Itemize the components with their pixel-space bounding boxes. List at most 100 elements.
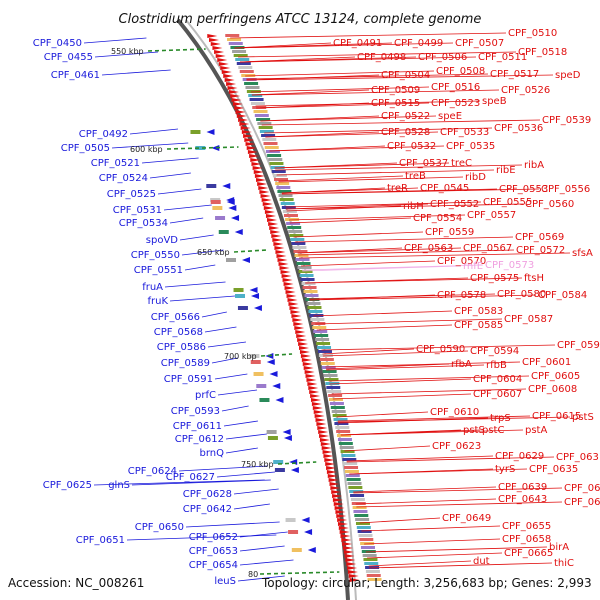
right-gene-label: CPF_0533 [440, 127, 489, 138]
left-label-line [83, 37, 147, 44]
feature-bar [291, 242, 306, 245]
cds-arrow [214, 50, 225, 54]
feature-bar [267, 154, 282, 157]
right-gene-label: ribD [465, 172, 486, 183]
right-label-line [353, 487, 563, 494]
map-title: Clostridium perfringens ATCC 13124, comp… [119, 12, 482, 27]
right-gene-label: treR [387, 183, 408, 194]
right-gene-label: CPF_0498 [357, 52, 406, 63]
cds-arrow [264, 210, 275, 214]
left-label-line [185, 521, 280, 528]
right-label-line [297, 247, 462, 254]
left-label-line [179, 234, 214, 241]
feature-bar [343, 462, 358, 465]
right-gene-label: CPF_0515 [371, 98, 420, 109]
feature-bar [264, 146, 279, 149]
cds-arrow [231, 98, 242, 102]
cds-arrow [289, 306, 300, 310]
cds-arrow [244, 138, 255, 142]
right-label-line [332, 393, 472, 400]
cds-arrow [349, 578, 360, 582]
cds-arrow [326, 466, 337, 470]
cds-arrow-reverse [269, 371, 278, 377]
left-gene-label: CPF_0531 [113, 205, 162, 216]
feature-bar [307, 306, 322, 309]
feature-bar [258, 126, 273, 129]
right-gene-label: ribE [496, 165, 516, 176]
right-label-line [355, 498, 497, 505]
feature-bar [237, 306, 248, 310]
cds-arrow [334, 506, 345, 510]
feature-bar [262, 138, 277, 141]
left-gene-label: CPF_0461 [51, 70, 100, 81]
label-lines [83, 32, 571, 582]
cds-arrow [251, 162, 262, 166]
cds-arrow [280, 270, 291, 274]
right-gene-label: CPF_0536 [494, 123, 543, 134]
left-label-line [217, 389, 258, 396]
cds-arrow [346, 562, 357, 566]
right-gene-label: CPF_0506 [418, 52, 467, 63]
cds-arrow [301, 358, 312, 362]
feature-bar [365, 566, 380, 569]
cds-arrow [336, 514, 347, 518]
cds-arrow [235, 110, 246, 114]
feature-bar [350, 494, 365, 497]
cds-arrow [247, 150, 258, 154]
feature-bar [285, 518, 296, 522]
feature-bar [235, 58, 250, 61]
feature-bar [331, 410, 346, 413]
feature-bar [326, 386, 341, 389]
right-gene-label: CPF_0545 [420, 183, 469, 194]
left-gene-label: CPF_0525 [107, 189, 156, 200]
feature-bar [233, 54, 248, 57]
feature-bar [324, 378, 339, 381]
cds-arrow [260, 194, 271, 198]
cds-arrow-reverse [211, 145, 220, 151]
feature-bar [314, 334, 329, 337]
right-gene-label: CPF_0658 [502, 534, 551, 545]
right-gene-label: CPF_0623 [432, 441, 481, 452]
feature-bar [225, 34, 240, 37]
right-label-line [367, 552, 503, 559]
right-gene-label: speB [482, 96, 507, 107]
right-gene-label: CPF_0560 [525, 199, 574, 210]
feature-bar [275, 182, 290, 185]
left-gene-label: CPF_0521 [91, 158, 140, 169]
left-gene-label: spoVD [146, 235, 179, 246]
cds-arrow-reverse [253, 305, 262, 311]
cds-arrow [226, 82, 237, 86]
feature-bar [266, 430, 277, 434]
left-label-line [164, 281, 226, 288]
right-label-line [281, 188, 540, 195]
cds-arrow [263, 206, 274, 210]
right-gene-label: CPF_0552 [430, 199, 479, 210]
cds-arrow [323, 454, 334, 458]
cds-arrow [294, 326, 305, 330]
right-label-line [368, 560, 472, 567]
left-label-line [216, 471, 276, 478]
cds-arrow [332, 498, 343, 502]
scale-tick [166, 146, 239, 150]
cds-arrow [212, 46, 223, 50]
feature-bar [339, 446, 354, 449]
left-gene-label: CPF_0653 [189, 546, 238, 557]
left-gene-label: CPF_0589 [161, 358, 210, 369]
right-label-line [305, 277, 523, 284]
cds-arrow [284, 286, 295, 290]
cds-arrow-reverse [231, 215, 240, 221]
right-gene-label: CPF_0580 [497, 289, 546, 300]
right-gene-label: CPF_0587 [504, 314, 553, 325]
right-gene-label: CPF_0516 [431, 82, 480, 93]
feature-bar [276, 186, 291, 189]
cds-arrow [259, 190, 270, 194]
feature-bar [335, 426, 350, 429]
scale-tick-label: 650 kbp [197, 248, 230, 257]
right-gene-label: CPF_0601 [522, 357, 571, 368]
cds-arrow [305, 374, 316, 378]
right-gene-label: CPF_0499 [394, 38, 443, 49]
feature-bar [327, 390, 342, 393]
feature-bar [297, 266, 312, 269]
feature-bar [239, 70, 254, 73]
